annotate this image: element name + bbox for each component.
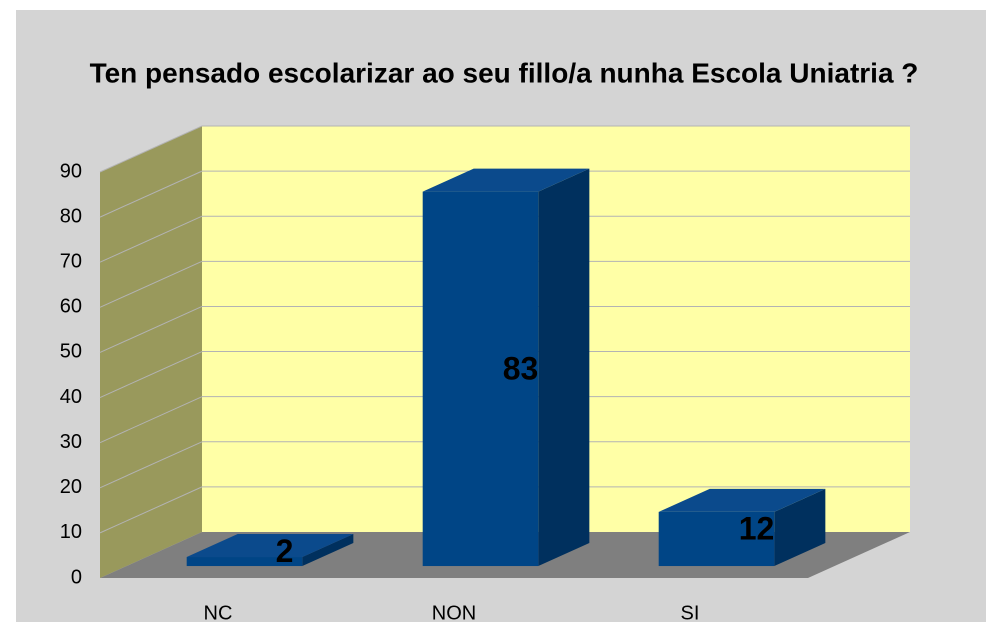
y-tick-label: 40: [60, 386, 82, 408]
chart-title: Ten pensado escolarizar ao seu fillo/a n…: [90, 57, 919, 88]
bar: [658, 511, 775, 567]
grid-line: [99, 170, 203, 218]
y-tick-label: 20: [60, 476, 82, 498]
data-label: 83: [503, 350, 539, 386]
data-label: 12: [739, 510, 775, 546]
bar-top: [422, 168, 590, 192]
data-label: 2: [276, 533, 294, 569]
grid-line: [99, 125, 203, 173]
bar-side: [302, 534, 354, 567]
y-tick-label: 0: [71, 566, 82, 588]
y-tick-label: 80: [60, 205, 82, 227]
y-tick-label: 10: [60, 521, 82, 543]
grid-line: [99, 396, 203, 444]
bar: [186, 557, 303, 567]
side-wall: [100, 126, 202, 578]
y-tick-label: 50: [60, 341, 82, 363]
y-tick-label: 30: [60, 431, 82, 453]
bar: [422, 191, 539, 567]
x-tick-label: NC: [204, 602, 233, 624]
bar-top: [186, 534, 354, 558]
y-tick-label: 90: [60, 160, 82, 182]
x-tick-label: SI: [681, 602, 700, 624]
grid-line: [99, 260, 203, 308]
y-tick-label: 70: [60, 251, 82, 273]
y-tick-label: 60: [60, 296, 82, 318]
grid-line: [99, 215, 203, 263]
bar-side: [538, 168, 590, 567]
grid-line: [99, 441, 203, 489]
grid-line: [99, 351, 203, 399]
bar-side: [774, 488, 826, 567]
grid-line: [99, 305, 203, 353]
x-tick-label: NON: [432, 602, 476, 624]
grid-line: [99, 486, 203, 534]
bar-top: [658, 488, 826, 512]
